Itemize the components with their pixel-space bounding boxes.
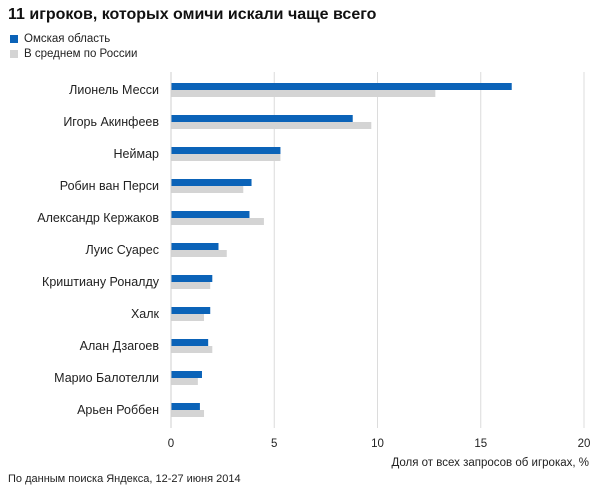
bar-russia: [171, 282, 211, 289]
category-label: Халк: [131, 307, 160, 321]
bar-omsk: [171, 339, 209, 346]
category-label: Александр Кержаков: [37, 211, 159, 225]
category-label: Криштиану Роналду: [42, 275, 160, 289]
x-tick-label-0: 0: [168, 438, 174, 450]
bar-omsk: [171, 115, 353, 122]
x-tick-label-5: 5: [271, 438, 277, 450]
category-label: Игорь Акинфеев: [63, 115, 159, 129]
x-tick-label-10: 10: [371, 438, 384, 450]
legend-label-russia: В среднем по России: [24, 47, 138, 60]
x-tick-label-20: 20: [578, 438, 591, 450]
category-label: Луис Суарес: [85, 243, 159, 257]
bar-russia: [171, 410, 205, 417]
bar-russia: [171, 314, 205, 321]
category-label: Лионель Месси: [69, 83, 159, 97]
bar-omsk: [171, 179, 252, 186]
category-label: Неймар: [114, 147, 160, 161]
category-label: Робин ван Перси: [60, 179, 159, 193]
category-label: Алан Дзагоев: [80, 339, 160, 353]
bar-russia: [171, 154, 281, 161]
bar-omsk: [171, 83, 512, 90]
category-label: Марио Балотелли: [54, 371, 159, 385]
category-label: Арьен Роббен: [77, 403, 159, 417]
legend-item-russia: В среднем по России: [10, 46, 137, 61]
bar-omsk: [171, 243, 219, 250]
bar-russia: [171, 90, 436, 97]
x-axis-label: Доля от всех запросов об игроках, %: [391, 457, 589, 469]
bar-russia: [171, 250, 227, 257]
bar-russia: [171, 346, 213, 353]
x-tick-label-15: 15: [474, 438, 487, 450]
legend-swatch-omsk: [10, 34, 18, 43]
bar-omsk: [171, 307, 211, 314]
bar-omsk: [171, 403, 200, 410]
legend-swatch-russia: [10, 49, 18, 58]
bar-russia: [171, 186, 244, 193]
bar-omsk: [171, 147, 281, 154]
bar-omsk: [171, 211, 250, 218]
bar-omsk: [171, 371, 202, 378]
legend: Омская область В среднем по России: [10, 31, 137, 61]
bar-russia: [171, 218, 264, 225]
legend-item-omsk: Омская область: [10, 31, 137, 46]
chart-title: 11 игроков, которых омичи искали чаще вс…: [8, 6, 377, 23]
bar-omsk: [171, 275, 213, 282]
footnote: По данным поиска Яндекса, 12-27 июня 201…: [8, 473, 241, 485]
bar-russia: [171, 378, 198, 385]
legend-label-omsk: Омская область: [24, 32, 111, 45]
bar-russia: [171, 122, 372, 129]
